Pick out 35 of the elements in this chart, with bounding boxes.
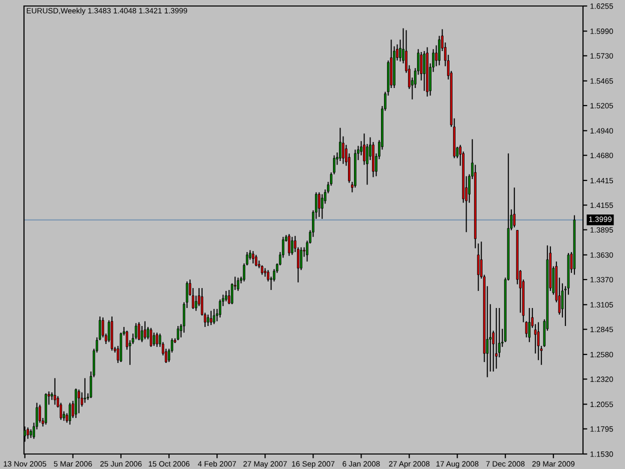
candlestick xyxy=(84,378,86,404)
candlestick xyxy=(528,307,531,343)
candlestick xyxy=(54,378,56,406)
candlestick xyxy=(206,314,210,327)
candlestick xyxy=(288,234,290,256)
candlestick xyxy=(150,327,152,348)
candlestick xyxy=(176,325,180,341)
candlestick xyxy=(342,136,344,164)
candlestick xyxy=(236,277,240,292)
candlestick xyxy=(537,322,540,361)
candlestick xyxy=(339,127,342,162)
candlestick xyxy=(138,322,140,341)
candlestick xyxy=(525,320,528,338)
candlestick xyxy=(212,308,216,325)
candlestick xyxy=(252,250,254,264)
candlestick xyxy=(218,298,222,318)
candlestick xyxy=(254,254,258,267)
candlestick xyxy=(134,322,138,340)
candlestick xyxy=(152,332,156,346)
candlestick xyxy=(290,236,294,256)
candlestick xyxy=(156,332,158,348)
candlestick xyxy=(26,426,30,440)
candlestick xyxy=(140,325,144,343)
candlestick xyxy=(144,320,146,340)
candlestick xyxy=(477,242,480,292)
candlestick xyxy=(320,194,324,220)
candlestick xyxy=(318,192,320,218)
candlestick xyxy=(495,307,498,370)
candlestick xyxy=(260,264,264,276)
candlestick xyxy=(210,310,212,326)
candlestick xyxy=(513,187,516,228)
candlestick xyxy=(78,389,80,414)
candlestick xyxy=(224,290,228,302)
candlestick xyxy=(68,402,72,426)
candlestick xyxy=(300,246,302,271)
